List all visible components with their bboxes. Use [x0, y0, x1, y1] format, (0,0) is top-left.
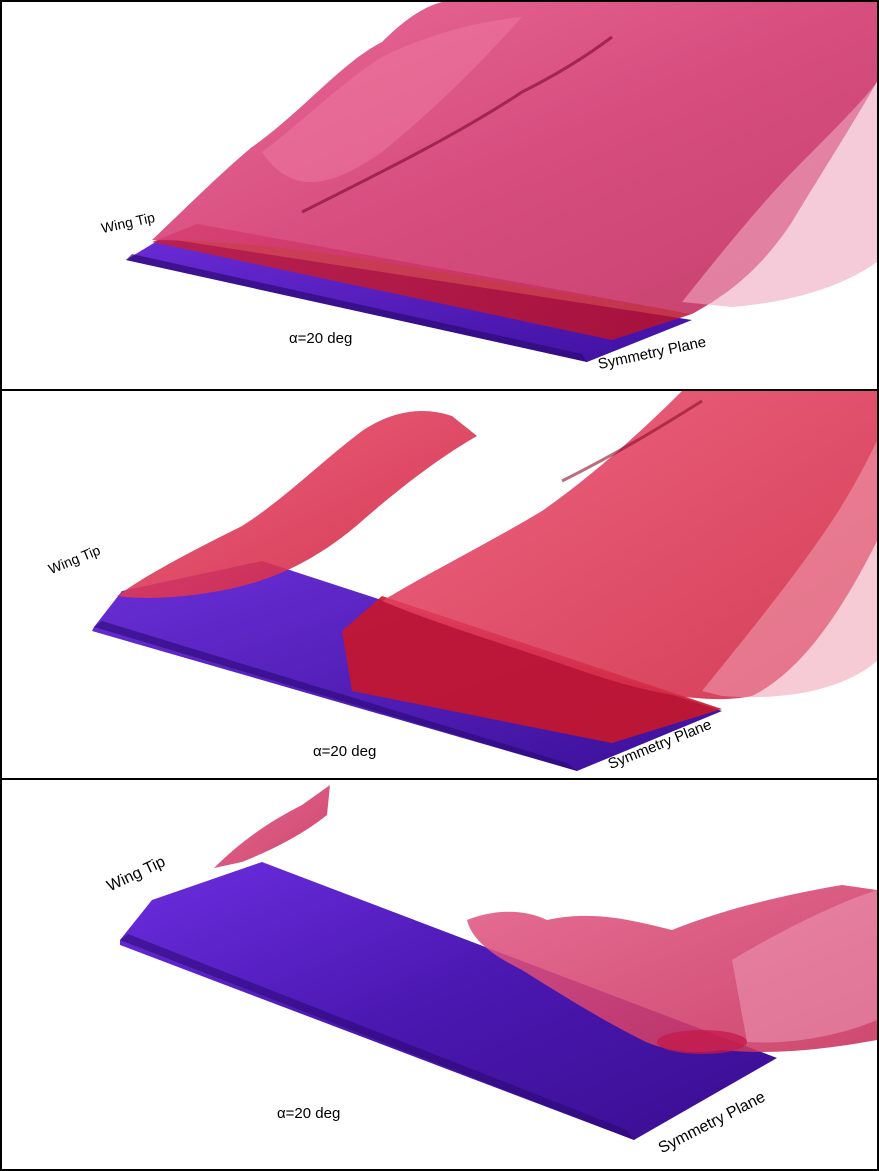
vortex-isosurface-highlight — [262, 17, 522, 183]
panel-bottom-render — [120, 785, 877, 1140]
alpha-label: α=20 deg — [277, 1105, 341, 1122]
panel-middle-render — [92, 391, 877, 771]
vortex-outer-sheet — [682, 82, 877, 307]
wing-surface — [120, 862, 777, 1140]
separation-spot — [657, 1030, 747, 1054]
vortex-isosurface — [152, 2, 877, 314]
alpha-label: α=20 deg — [289, 330, 353, 347]
panel-middle: Wing Tip Symmetry Plane α=20 deg — [2, 391, 877, 780]
wing-leading-edge — [120, 934, 634, 1140]
vortex-crease — [561, 399, 703, 483]
panel-bottom: Wing Tip Symmetry Plane α=20 deg — [2, 780, 877, 1169]
separated-flow-region — [342, 596, 722, 743]
vortex-outer-sheet — [732, 890, 877, 1043]
vortex-crease — [301, 35, 613, 214]
wing-trailing-edge — [126, 254, 587, 362]
vortex-outer-sheet — [702, 441, 877, 698]
wing-surface — [126, 238, 692, 362]
inboard-vortex-isosurface — [382, 391, 877, 700]
wing-leading-edge — [94, 621, 577, 771]
alpha-label: α=20 deg — [313, 743, 377, 760]
tip-vortex-isosurface — [117, 411, 477, 598]
tip-vortex-isosurface — [214, 785, 330, 868]
panel-top-render — [126, 2, 877, 362]
separated-flow-region — [152, 224, 692, 340]
panel-top: Wing Tip Symmetry Plane α=20 deg — [2, 2, 877, 391]
